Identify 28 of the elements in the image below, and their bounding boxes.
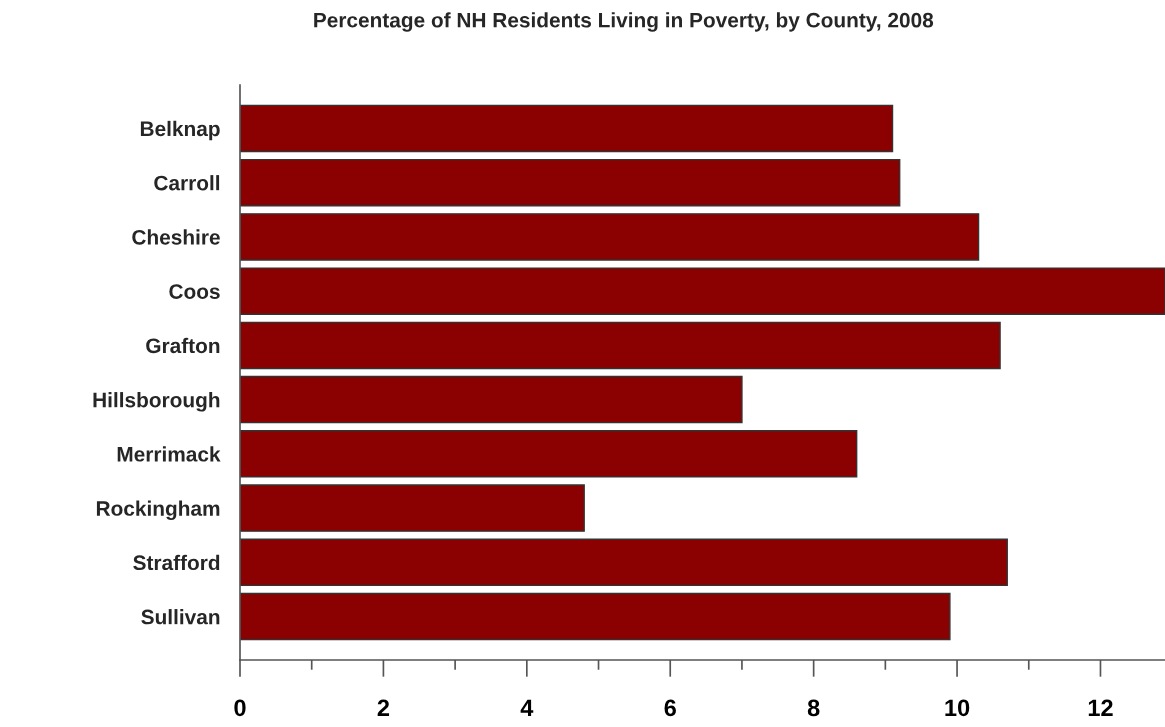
y-tick-label: Carroll (154, 175, 220, 191)
y-tick-label: Strafford (133, 554, 220, 571)
bar (240, 104, 894, 153)
bar (240, 484, 585, 532)
bar (240, 267, 1165, 315)
bar (240, 430, 858, 478)
y-tick-label: Coos (169, 284, 220, 299)
bar (240, 158, 901, 207)
chart-title: Percentage of NH Residents Living in Poverty, by County, 2008 (314, 12, 934, 32)
x-tick-label: 6 (664, 699, 676, 717)
x-tick-label: 4 (520, 699, 534, 716)
bar (240, 538, 1008, 587)
x-tick-label: 2 (377, 699, 390, 716)
y-tick-label: Belknap (140, 120, 220, 141)
y-tick-label: Sullivan (141, 609, 220, 625)
x-tick-label: 10 (945, 699, 970, 717)
y-tick-label: Cheshire (132, 229, 220, 245)
y-tick-label: Grafton (146, 337, 220, 354)
x-tick-label: 0 (234, 699, 246, 717)
y-tick-label: Rockingham (96, 500, 220, 521)
bar (240, 321, 1001, 370)
x-tick-label: 8 (807, 699, 820, 717)
y-tick-label: Merrimack (117, 446, 221, 462)
bar (240, 592, 951, 641)
bar (240, 375, 743, 424)
y-tick-label: Hillsborough (93, 392, 220, 412)
x-tick-label: 12 (1088, 699, 1113, 716)
bar (240, 213, 980, 261)
